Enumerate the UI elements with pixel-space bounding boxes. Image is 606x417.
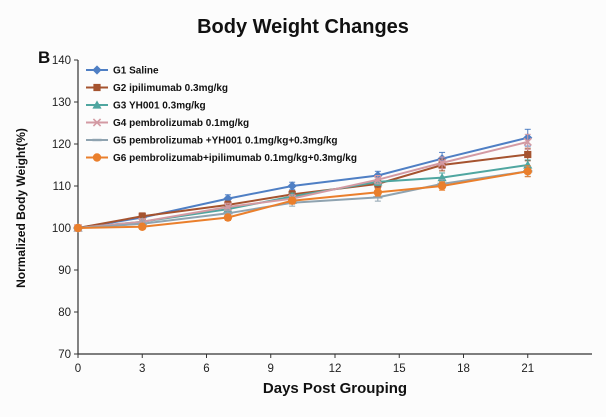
chart-title: Body Weight Changes [197,16,409,38]
panel-label: B [38,48,51,67]
legend-swatch-marker [92,118,102,127]
y-tick-label: 110 [53,181,71,193]
data-point [524,150,532,159]
legend-item: G4 pembrolizumab 0.1mg/kg [86,118,249,129]
marker-stroke [437,158,447,168]
series-6 [73,165,532,233]
legend-item: G3 YH001 0.3mg/kg [86,100,206,112]
legend-label: G6 pembrolizumab+ipilimumab 0.1mg/kg+0.3… [113,153,357,164]
legend-item: G2 ipilimumab 0.3mg/kg [86,83,228,94]
x-tick-label: 3 [139,363,145,375]
data-point [223,202,233,212]
y-tick-label: 80 [58,307,71,319]
data-point [287,181,297,191]
x-tick-label: 18 [457,363,470,375]
data-point [437,181,447,191]
legend-swatch-marker [92,100,102,109]
y-tick-label: 100 [52,223,71,235]
data-point [523,137,532,147]
legend-item: G5 pembrolizumab +YH001 0.1mg/kg+0.3mg/k… [86,136,338,147]
data-point [138,212,146,220]
data-point [523,167,532,176]
legend-label: G4 pembrolizumab 0.1mg/kg [113,118,249,129]
legend-item: G1 Saline [86,65,159,77]
data-point [373,188,383,197]
marker-stroke [223,202,233,212]
y-tick-label: 130 [52,97,71,109]
legend-swatch-marker [93,83,101,92]
data-point [437,158,447,168]
data-point [73,223,83,233]
y-tick-label: 140 [52,55,71,67]
marker-stroke [523,137,532,147]
legend-label: G5 pembrolizumab +YH001 0.1mg/kg+0.3mg/k… [113,136,338,147]
y-tick-label: 90 [58,265,71,277]
x-tick-label: 0 [75,363,81,375]
data-point [223,213,233,222]
data-point [437,173,447,182]
legend-label: G2 ipilimumab 0.3mg/kg [113,83,228,94]
x-tick-label: 15 [393,363,406,375]
data-point [287,196,297,205]
data-point [138,222,147,231]
y-tick-label: 70 [58,349,71,361]
x-tick-label: 9 [268,363,274,375]
legend-item: G6 pembrolizumab+ipilimumab 0.1mg/kg+0.3… [86,153,357,164]
x-tick-label: 12 [329,363,342,375]
y-tick-label: 120 [52,139,71,151]
marker-stroke [373,175,382,184]
legend-swatch-marker [92,65,102,75]
x-tick-label: 21 [521,363,534,375]
x-axis-label: Days Post Grouping [262,380,408,397]
legend: G1 Saline G2 ipilimumab 0.3mg/kg G3 YH001 … [86,65,357,164]
legend-label: G3 YH001 0.3mg/kg [113,101,206,112]
x-tick-label: 6 [203,363,209,375]
legend-label: G1 Saline [113,66,159,77]
data-point [373,175,382,184]
marker-stroke [92,118,102,127]
legend-swatch-marker [92,153,102,162]
